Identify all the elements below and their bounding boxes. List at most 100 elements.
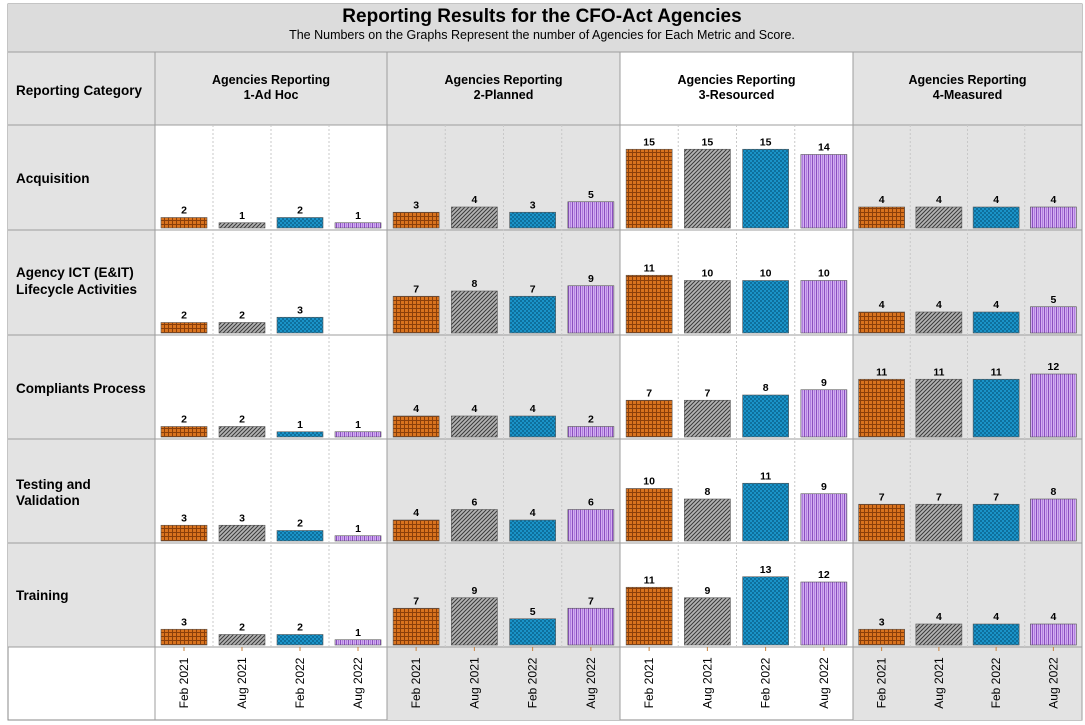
- bar-value-label: 3: [530, 199, 536, 211]
- bar: [684, 399, 731, 438]
- grid-layer: [8, 51, 1083, 720]
- bar-value-label: 8: [763, 382, 769, 394]
- bar: [160, 426, 208, 438]
- bar: [392, 211, 440, 229]
- bar: [742, 148, 789, 229]
- bar-value-label: 9: [821, 377, 827, 389]
- bar-value-label: 2: [239, 310, 245, 322]
- bar: [800, 493, 848, 542]
- bar-value-label: 5: [1050, 294, 1056, 306]
- bar: [915, 206, 963, 229]
- category-label: Testing and: [16, 477, 91, 492]
- bar-value-label: 12: [818, 569, 830, 581]
- bar: [858, 206, 905, 229]
- bar: [858, 628, 905, 646]
- bar-value-label: 4: [993, 194, 999, 206]
- bar-value-label: 15: [643, 136, 655, 148]
- bar: [509, 295, 556, 334]
- bar-value-label: 9: [821, 481, 827, 493]
- group-header-line1: Agencies Reporting: [677, 73, 795, 87]
- bar: [392, 607, 440, 646]
- category-label: Validation: [16, 493, 80, 508]
- bar-value-label: 4: [936, 299, 942, 311]
- bar: [1030, 306, 1077, 334]
- bar: [742, 482, 789, 542]
- bar-value-label: 1: [239, 210, 245, 222]
- bar-value-label: 4: [471, 403, 477, 415]
- bar: [160, 628, 208, 646]
- bar: [625, 399, 673, 438]
- bar-value-label: 1: [355, 627, 361, 639]
- bar: [392, 415, 440, 438]
- bar-value-label: 7: [993, 491, 999, 503]
- bar: [334, 639, 382, 646]
- bar: [276, 431, 324, 438]
- bar-value-label: 3: [239, 512, 245, 524]
- bar-value-label: 3: [181, 512, 187, 524]
- x-tick-label: Feb 2022: [759, 657, 773, 708]
- bar-value-label: 2: [239, 622, 245, 634]
- bar: [334, 431, 382, 438]
- bar: [509, 519, 556, 542]
- bar: [1030, 206, 1077, 229]
- bar-value-label: 11: [876, 366, 887, 378]
- x-tick-label: Feb 2022: [989, 657, 1003, 708]
- bar: [625, 488, 673, 542]
- bar-value-label: 4: [993, 299, 999, 311]
- bar-value-label: 11: [933, 366, 944, 378]
- x-tick-label: Aug 2022: [351, 657, 365, 709]
- bar-value-label: 4: [936, 611, 942, 623]
- bar: [972, 378, 1020, 438]
- bar-value-label: 2: [297, 518, 303, 530]
- bar: [972, 503, 1020, 542]
- bar-value-label: 4: [1050, 194, 1056, 206]
- bar: [972, 206, 1020, 229]
- bar: [684, 597, 731, 646]
- bar-value-label: 11: [991, 366, 1002, 378]
- x-tick-label: Aug 2022: [817, 657, 831, 709]
- bar: [858, 311, 905, 334]
- bar: [800, 389, 848, 438]
- bar: [625, 148, 673, 229]
- bar: [218, 426, 266, 438]
- bar-value-label: 1: [355, 523, 361, 535]
- bar: [451, 597, 498, 646]
- background-layer: [7, 3, 1083, 721]
- bars-layer: [160, 148, 1077, 646]
- bar: [858, 378, 905, 438]
- bar: [800, 154, 848, 229]
- bar: [334, 222, 382, 229]
- bar-value-label: 10: [702, 268, 714, 280]
- bar: [218, 524, 266, 542]
- bar: [1030, 373, 1077, 438]
- x-tick-label: Feb 2021: [875, 657, 889, 708]
- bar-value-label: 8: [1050, 486, 1056, 498]
- bar-value-label: 7: [879, 491, 885, 503]
- bar-value-label: 2: [181, 205, 187, 217]
- bar: [451, 206, 498, 229]
- bar: [160, 217, 208, 229]
- bar-value-label: 4: [530, 403, 536, 415]
- bar: [742, 394, 789, 438]
- bar-value-label: 3: [297, 304, 303, 316]
- bar: [451, 509, 498, 542]
- bar-value-label: 7: [413, 595, 419, 607]
- bar-value-label: 4: [471, 194, 477, 206]
- bar-value-label: 2: [181, 414, 187, 426]
- bar: [276, 530, 324, 542]
- bar: [276, 316, 324, 334]
- bar-value-label: 7: [413, 283, 419, 295]
- bar-value-label: 7: [530, 283, 536, 295]
- x-tick-label: Feb 2022: [293, 657, 307, 708]
- bar-value-label: 9: [471, 585, 477, 597]
- bar: [972, 311, 1020, 334]
- bar-value-label: 4: [413, 507, 419, 519]
- bar: [567, 426, 615, 438]
- bar-value-label: 4: [879, 194, 885, 206]
- bar: [160, 524, 208, 542]
- bar-value-label: 4: [993, 611, 999, 623]
- bar: [684, 498, 731, 542]
- bar-value-label: 1: [355, 419, 361, 431]
- x-tick-label: Aug 2022: [1046, 657, 1060, 709]
- row-header-label: Reporting Category: [16, 83, 143, 98]
